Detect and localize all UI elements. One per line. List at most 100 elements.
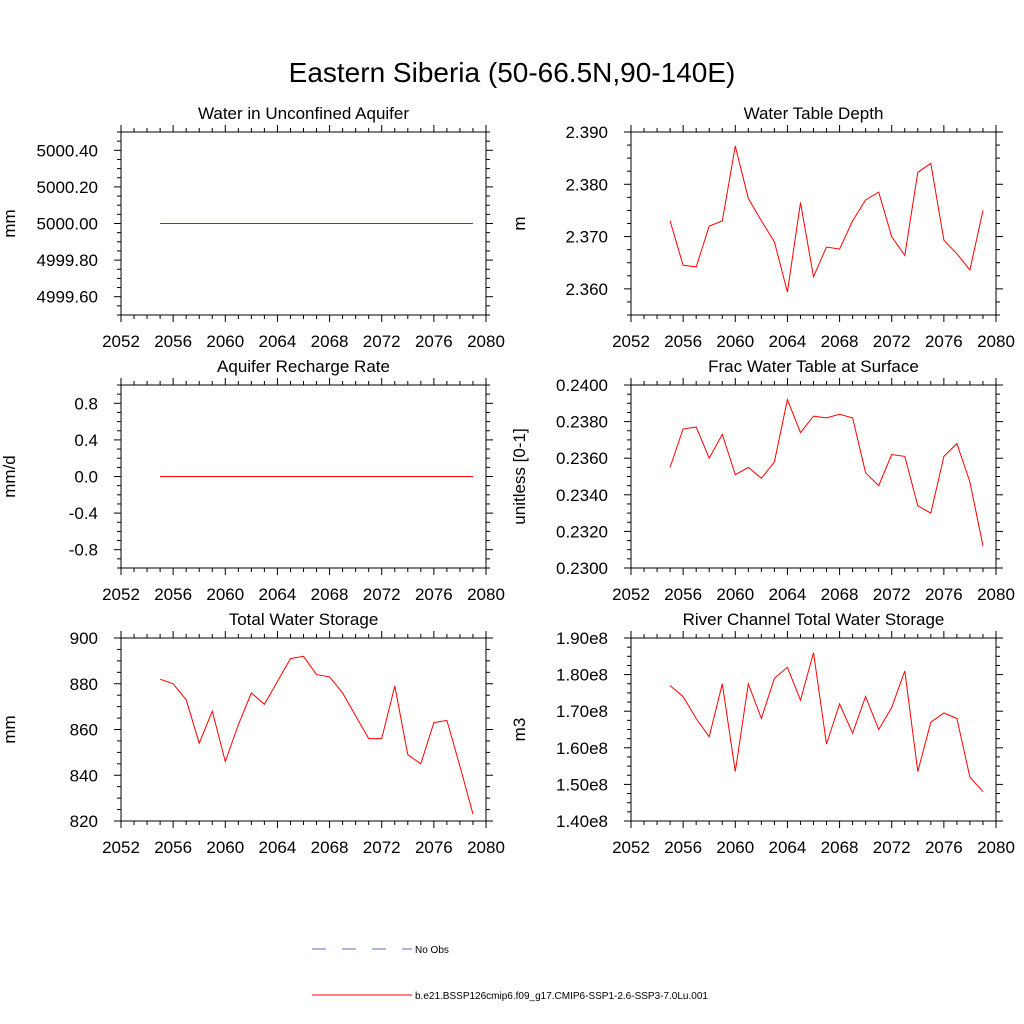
- x-tick-label: 2072: [363, 332, 401, 351]
- panel-title: Frac Water Table at Surface: [708, 357, 919, 376]
- x-tick-label: 2080: [977, 585, 1015, 604]
- y-tick-label: 2.370: [565, 228, 608, 247]
- y-axis-label: mm: [0, 209, 19, 237]
- x-tick-label: 2076: [415, 332, 453, 351]
- x-tick-label: 2072: [873, 585, 911, 604]
- x-tick-label: 2060: [206, 838, 244, 857]
- series-line: [669, 652, 984, 793]
- x-tick-label: 2056: [154, 838, 192, 857]
- y-tick-label: 1.90e8: [556, 629, 608, 648]
- series-line: [669, 397, 984, 547]
- x-tick-label: 2052: [102, 332, 140, 351]
- y-tick-label: 1.70e8: [556, 702, 608, 721]
- y-tick-label: 0.2360: [556, 449, 608, 468]
- x-tick-label: 2076: [925, 838, 963, 857]
- x-tick-label: 2064: [769, 585, 807, 604]
- panels: 2052 2056 2060 2064 2068 2072 2076 2080 4999.60 4…: [0, 104, 1015, 857]
- panel-title: Water in Unconfined Aquifer: [198, 104, 409, 123]
- y-tick-label: 0.2340: [556, 486, 608, 505]
- y-tick-label: 0.2400: [556, 376, 608, 395]
- y-tick-label: 5000.00: [37, 215, 98, 234]
- y-tick-label: 0.2300: [556, 559, 608, 578]
- x-tick-label: 2068: [821, 838, 859, 857]
- x-tick-label: 2056: [664, 585, 702, 604]
- y-tick-label: 2.360: [565, 280, 608, 299]
- y-tick-label: 2.390: [565, 123, 608, 142]
- legend-label-no-obs: No Obs: [415, 945, 449, 956]
- x-tick-label: 2072: [363, 585, 401, 604]
- x-tick-label: 2060: [716, 332, 754, 351]
- panel-2: 2052 2056 2060 2064 2068 2072 2076 2080 2.360 2.3…: [510, 104, 1015, 351]
- panel-3: 2052 2056 2060 2064 2068 2072 2076 2080 -0.8 -0.4…: [0, 357, 505, 604]
- x-tick-label: 2064: [259, 585, 297, 604]
- y-tick-label: 860: [70, 721, 98, 740]
- y-tick-label: 0.0: [74, 468, 98, 487]
- x-tick-label: 2072: [873, 838, 911, 857]
- legend-label-model: b.e21.BSSP126cmip6.f09_g17.CMIP6-SSP1-2.…: [415, 991, 708, 1002]
- x-tick-label: 2068: [821, 332, 859, 351]
- series-line: [669, 145, 984, 293]
- plot-frame: [630, 637, 997, 822]
- x-tick-label: 2068: [311, 332, 349, 351]
- x-tick-label: 2052: [612, 585, 650, 604]
- x-tick-label: 2064: [259, 332, 297, 351]
- x-tick-label: 2068: [311, 585, 349, 604]
- x-tick-label: 2056: [664, 838, 702, 857]
- y-tick-label: 1.60e8: [556, 739, 608, 758]
- legend: No Obs b.e21.BSSP126cmip6.f09_g17.CMIP6-…: [312, 945, 708, 1002]
- y-tick-label: 0.2320: [556, 522, 608, 541]
- y-tick-label: 4999.80: [37, 251, 98, 270]
- y-tick-label: 0.2380: [556, 413, 608, 432]
- y-axis-label: mm/d: [0, 455, 19, 498]
- plot-frame: [630, 384, 997, 569]
- y-axis-label: unitless [0-1]: [510, 428, 529, 524]
- panel-4: 2052 2056 2060 2064 2068 2072 2076 2080 0.2300 0.…: [510, 357, 1015, 604]
- y-tick-label: 2.380: [565, 175, 608, 194]
- x-tick-label: 2068: [821, 585, 859, 604]
- x-tick-label: 2060: [206, 332, 244, 351]
- y-tick-label: 4999.60: [37, 288, 98, 307]
- y-tick-label: 1.80e8: [556, 666, 608, 685]
- panel-title: Total Water Storage: [229, 610, 379, 629]
- x-tick-label: 2072: [363, 838, 401, 857]
- x-tick-label: 2064: [769, 332, 807, 351]
- x-tick-label: 2064: [259, 838, 297, 857]
- y-axis-label: m: [510, 216, 529, 230]
- panel-title: Water Table Depth: [744, 104, 884, 123]
- panel-6: 2052 2056 2060 2064 2068 2072 2076 2080 1.40e8 1.…: [510, 610, 1015, 857]
- y-tick-label: 5000.40: [37, 141, 98, 160]
- y-tick-label: 0.8: [74, 394, 98, 413]
- x-tick-label: 2052: [102, 585, 140, 604]
- y-tick-label: 840: [70, 766, 98, 785]
- y-tick-label: 900: [70, 629, 98, 648]
- series-line: [159, 655, 474, 815]
- x-tick-label: 2060: [716, 585, 754, 604]
- x-tick-label: 2080: [467, 838, 505, 857]
- y-tick-label: -0.4: [69, 504, 98, 523]
- x-tick-label: 2076: [925, 585, 963, 604]
- x-tick-label: 2080: [467, 332, 505, 351]
- x-tick-label: 2056: [154, 585, 192, 604]
- x-tick-label: 2068: [311, 838, 349, 857]
- x-tick-label: 2072: [873, 332, 911, 351]
- x-tick-label: 2064: [769, 838, 807, 857]
- y-tick-label: -0.8: [69, 541, 98, 560]
- y-tick-label: 0.4: [74, 431, 98, 450]
- panel-5: 2052 2056 2060 2064 2068 2072 2076 2080 820 840 86…: [0, 610, 505, 857]
- y-tick-label: 1.40e8: [556, 812, 608, 831]
- x-tick-label: 2076: [925, 332, 963, 351]
- y-tick-label: 820: [70, 812, 98, 831]
- y-axis-label: m3: [510, 718, 529, 742]
- y-tick-label: 880: [70, 675, 98, 694]
- y-tick-label: 1.50e8: [556, 775, 608, 794]
- x-tick-label: 2056: [664, 332, 702, 351]
- x-tick-label: 2080: [977, 838, 1015, 857]
- panel-title: River Channel Total Water Storage: [683, 610, 945, 629]
- x-tick-label: 2052: [102, 838, 140, 857]
- figure-title: Eastern Siberia (50-66.5N,90-140E): [289, 57, 736, 88]
- x-tick-label: 2060: [206, 585, 244, 604]
- x-tick-label: 2080: [467, 585, 505, 604]
- x-tick-label: 2076: [415, 585, 453, 604]
- x-tick-label: 2076: [415, 838, 453, 857]
